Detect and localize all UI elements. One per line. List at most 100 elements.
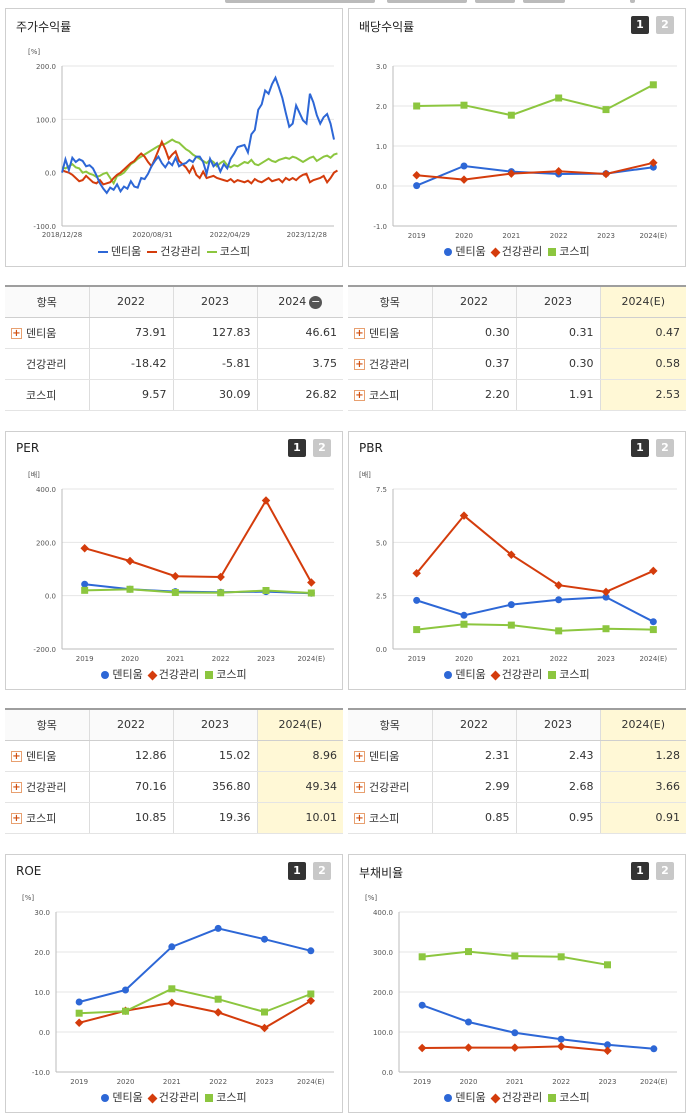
data-point-dentium	[602, 593, 610, 601]
value-cell: -5.81	[173, 348, 258, 380]
view-1-button[interactable]: 1	[631, 16, 649, 34]
view-2-button[interactable]: 2	[656, 439, 674, 457]
row-name-cell: + 건강관리	[348, 348, 433, 380]
y-tick-label: 400.0	[373, 909, 393, 917]
legend-item-kospi[interactable]: 코스피	[205, 1089, 247, 1105]
per-table: 항목 2022 2023 2024(E) + 덴티움 12.86 15.02 8.96 + 건강관리…	[5, 708, 343, 834]
legend-item-dentium[interactable]: 덴티움	[101, 666, 143, 682]
legend-marker	[147, 1093, 158, 1103]
y-tick-label: 2.5	[376, 593, 387, 601]
per-chart: [배] -200.0 0.0 200.0 400.0 2019 2020 2021 2022 20…	[28, 470, 334, 663]
view-1-button[interactable]: 1	[288, 862, 306, 880]
expand-row-icon[interactable]: +	[354, 390, 365, 401]
legend-item-dentium[interactable]: 덴티움	[444, 1089, 486, 1105]
expand-row-icon[interactable]: +	[354, 751, 365, 762]
chart-legend: 덴티움 건강관리 코스피	[6, 243, 342, 259]
value-cell: 0.95	[516, 802, 601, 834]
value-cell: 1.91	[516, 379, 601, 411]
legend-label: 덴티움	[455, 1091, 486, 1104]
row-name: 건강관리	[369, 357, 410, 371]
x-tick-label: 2019	[70, 1078, 88, 1086]
legend-label: 코스피	[559, 668, 590, 681]
data-point-health	[74, 1018, 84, 1028]
x-tick-label: 2021	[163, 1078, 181, 1086]
legend-item-kospi[interactable]: 코스피	[206, 243, 250, 259]
value-cell: 73.91	[89, 317, 174, 349]
series-line-kospi	[84, 588, 312, 594]
column-header: 2022	[89, 286, 174, 318]
row-name-cell: + 코스피	[348, 802, 433, 834]
view-1-button[interactable]: 1	[288, 439, 306, 457]
legend-item-health[interactable]: 건강관리	[147, 243, 201, 259]
data-point-dentium	[649, 618, 657, 626]
pbr-chart: [배] 0.0 2.5 5.0 7.5 2019 2020 2021 2022 2023 2024(…	[359, 470, 677, 663]
row-name: 코스피	[369, 388, 400, 402]
data-point-kospi	[75, 1009, 83, 1017]
view-1-button[interactable]: 1	[631, 439, 649, 457]
data-point-health	[213, 1008, 223, 1017]
series-line-kospi	[79, 987, 312, 1015]
pbr-panel: PBR 1 2 [배] 0.0 2.5 5.0 7.5 2019 2020 2021 2022 2…	[348, 431, 686, 690]
row-name-cell: + 건강관리	[5, 771, 90, 803]
x-tick-label: 2024(E)	[639, 655, 667, 663]
expand-row-icon[interactable]: +	[11, 813, 22, 824]
data-point-dentium	[81, 580, 89, 588]
top-tab-bar	[225, 0, 635, 3]
data-point-kospi	[122, 1007, 129, 1015]
row-name: 덴티움	[369, 326, 400, 340]
legend-item-health[interactable]: 건강관리	[490, 243, 542, 259]
expand-row-icon[interactable]: +	[354, 359, 365, 370]
column-header: 2024(E)	[257, 709, 343, 741]
view-1-button[interactable]: 1	[631, 862, 649, 880]
view-2-button[interactable]: 2	[313, 862, 331, 880]
series-line-dentium	[61, 75, 335, 195]
value-cell: 26.82	[257, 379, 343, 411]
legend-label: 건강관리	[158, 1091, 200, 1104]
data-point-kospi	[465, 948, 472, 956]
legend-item-kospi[interactable]: 코스피	[548, 243, 590, 259]
value-cell: 46.61	[257, 317, 343, 349]
data-point-kospi	[168, 985, 176, 993]
value-cell: 2.99	[432, 771, 517, 803]
legend-item-kospi[interactable]: 코스피	[548, 666, 590, 682]
series-line-kospi	[416, 623, 654, 632]
dividend-yield-chart: -1.0 0.0 1.0 2.0 3.0 2019 2020 2021 2022 2023 2024…	[373, 63, 677, 240]
legend-item-dentium[interactable]: 덴티움	[97, 243, 141, 259]
collapse-column-button[interactable]: −	[309, 294, 323, 309]
data-point-kospi	[418, 953, 426, 961]
expand-row-icon[interactable]: +	[11, 328, 22, 339]
data-point-dentium	[557, 1035, 565, 1043]
expand-row-icon[interactable]: +	[11, 751, 22, 762]
view-2-button[interactable]: 2	[313, 439, 331, 457]
legend-item-dentium[interactable]: 덴티움	[444, 666, 486, 682]
column-header-label: 2022	[460, 295, 488, 309]
expand-row-icon[interactable]: +	[354, 782, 365, 793]
legend-item-health[interactable]: 건강관리	[490, 666, 542, 682]
y-unit-label: [%]	[28, 48, 40, 56]
legend-item-dentium[interactable]: 덴티움	[444, 243, 486, 259]
data-point-kospi	[307, 589, 315, 597]
view-2-button[interactable]: 2	[656, 862, 674, 880]
data-point-health	[171, 571, 180, 581]
y-tick-label: 0.0	[382, 1069, 393, 1077]
expand-row-icon[interactable]: +	[354, 813, 365, 824]
legend-item-kospi[interactable]: 코스피	[548, 1089, 590, 1105]
view-2-button[interactable]: 2	[656, 16, 674, 34]
y-tick-label: 100.0	[36, 116, 56, 124]
legend-item-health[interactable]: 건강관리	[147, 1089, 200, 1105]
column-header-label: 항목	[36, 718, 57, 732]
legend-item-dentium[interactable]: 덴티움	[101, 1089, 143, 1105]
table-row: + 덴티움 73.91 127.83 46.61	[5, 317, 343, 349]
legend-item-health[interactable]: 건강관리	[147, 666, 199, 682]
legend-item-health[interactable]: 건강관리	[490, 1089, 542, 1105]
y-tick-label: 20.0	[34, 949, 50, 957]
expand-row-icon[interactable]: +	[354, 328, 365, 339]
legend-item-kospi[interactable]: 코스피	[205, 666, 247, 682]
chart-legend: 덴티움 건강관리 코스피	[349, 243, 685, 259]
expand-row-icon[interactable]: +	[11, 782, 22, 793]
data-point-kospi	[217, 589, 225, 597]
value-cell: 0.91	[600, 802, 686, 834]
roe-chart: [%] -10.0 0.0 10.0 20.0 30.0 2019 2020 2021 2022 2…	[22, 894, 334, 1086]
series-line-kospi	[61, 138, 338, 186]
value-cell: 356.80	[173, 771, 258, 803]
